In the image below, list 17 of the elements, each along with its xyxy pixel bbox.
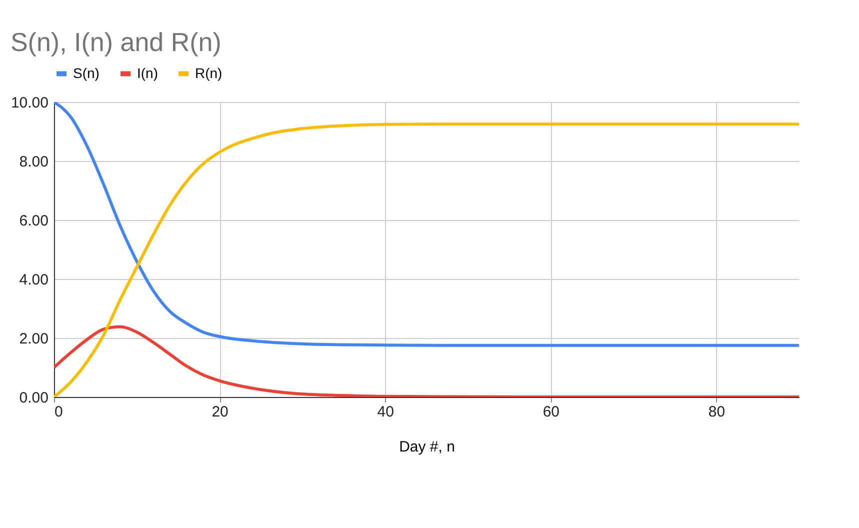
chart-title: S(n), I(n) and R(n) (10, 27, 222, 57)
x-tick-label: 80 (708, 404, 726, 420)
line-series (54, 102, 799, 347)
y-tick-label: 2.00 (19, 330, 48, 348)
y-tick-label: 4.00 (19, 272, 48, 288)
legend-label: I(n) (137, 64, 158, 81)
y-tick-label: 6.00 (19, 212, 48, 230)
x-tick-label: 60 (542, 404, 560, 420)
y-tick-label: 10.00 (10, 94, 48, 112)
y-tick-label: 0.00 (19, 390, 48, 406)
x-tick-label: 0 (54, 404, 63, 420)
legend-label: R(n) (195, 64, 222, 81)
x-tick-label: 40 (377, 404, 394, 420)
legend-label: S(n) (73, 64, 100, 81)
x-axis-title: Day #, n (399, 438, 455, 456)
x-tick-label: 20 (212, 404, 228, 420)
y-tick-label: 8.00 (19, 154, 48, 170)
